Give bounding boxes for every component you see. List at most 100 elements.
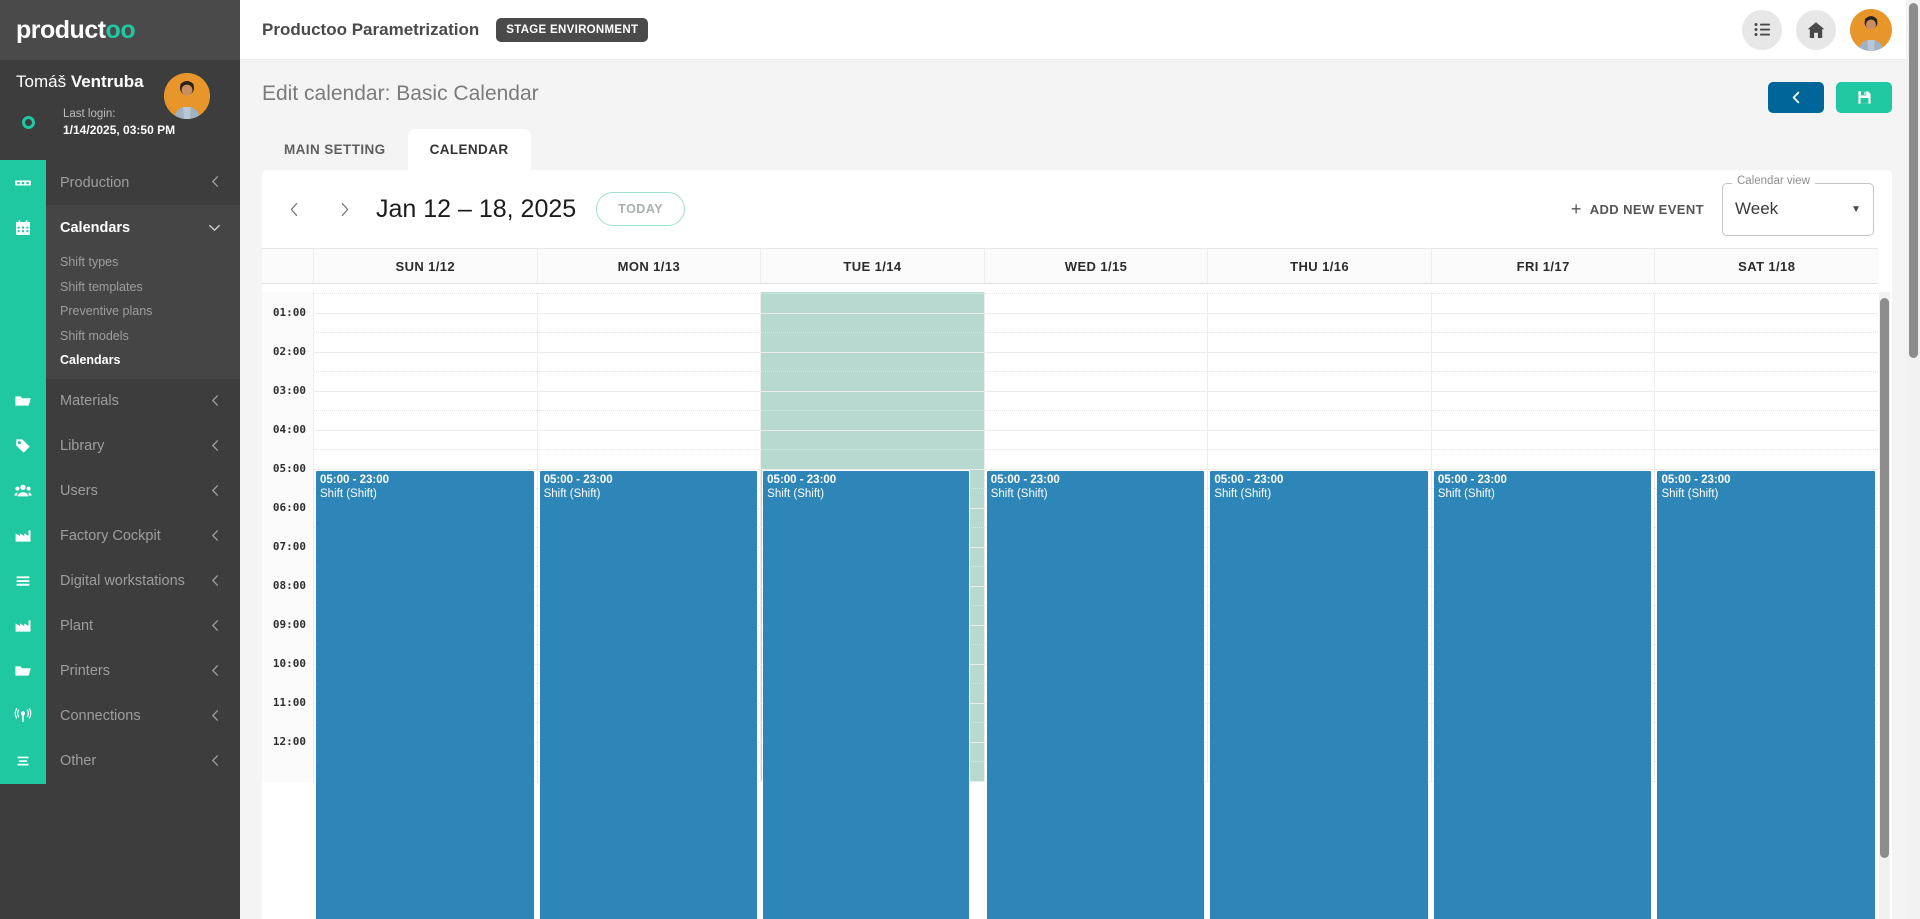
calendar-event[interactable]: 05:00 - 23:00 Shift (Shift) xyxy=(762,470,970,919)
calendar-scrollbar-thumb[interactable] xyxy=(1880,298,1889,858)
hour-cell[interactable] xyxy=(761,353,984,392)
hour-cell[interactable] xyxy=(1431,353,1655,392)
add-new-event-button[interactable]: + ADD NEW EVENT xyxy=(1571,200,1704,218)
sidebar-subitem-shift-types[interactable]: Shift types xyxy=(60,255,119,270)
calendar-icon[interactable] xyxy=(6,210,40,245)
calendar-event[interactable]: 05:00 - 23:00 Shift (Shift) xyxy=(1432,470,1653,919)
tag-icon[interactable] xyxy=(6,429,40,463)
day-header-tue[interactable]: TUE 1/14 xyxy=(761,249,985,283)
page-scrollbar-thumb[interactable] xyxy=(1909,3,1918,358)
hour-cell[interactable] xyxy=(761,314,984,353)
hour-cell[interactable] xyxy=(1655,314,1879,353)
day-header-sun[interactable]: SUN 1/12 xyxy=(314,249,538,283)
sidebar-subitem-shift-templates[interactable]: Shift templates xyxy=(60,279,143,294)
sidebar-subitem-preventive-plans[interactable]: Preventive plans xyxy=(60,304,153,319)
sidebar-subitem-shift-models[interactable]: Shift models xyxy=(60,328,129,343)
day-header-fri[interactable]: FRI 1/17 xyxy=(1432,249,1656,283)
hour-cell[interactable] xyxy=(761,431,984,470)
day-column-tue[interactable]: 05:00 - 23:00 Shift (Shift) xyxy=(761,284,985,919)
hour-cell[interactable] xyxy=(537,431,761,470)
back-button[interactable] xyxy=(1768,82,1824,113)
hour-cell[interactable] xyxy=(537,353,761,392)
hour-cell[interactable] xyxy=(1655,353,1879,392)
calendar-event[interactable]: 05:00 - 23:00 Shift (Shift) xyxy=(315,470,535,919)
day-column-fri[interactable]: 05:00 - 23:00 Shift (Shift) xyxy=(1431,284,1656,919)
hour-cell[interactable] xyxy=(1431,314,1655,353)
day-column-mon[interactable]: 05:00 - 23:00 Shift (Shift) xyxy=(537,284,762,919)
hour-cell[interactable] xyxy=(1431,431,1655,470)
sidebar-item-materials[interactable]: Materials xyxy=(46,379,240,424)
hour-cell[interactable] xyxy=(1655,392,1879,431)
sidebar-item-calendars[interactable]: Calendars xyxy=(46,205,240,250)
antenna-icon[interactable] xyxy=(6,699,40,733)
sidebar-item-other[interactable]: Other xyxy=(46,739,240,784)
sidebar-item-users[interactable]: Users xyxy=(46,469,240,514)
hour-cell[interactable] xyxy=(314,284,537,314)
calendar-event[interactable]: 05:00 - 23:00 Shift (Shift) xyxy=(538,470,759,919)
hour-cell[interactable] xyxy=(1208,431,1431,470)
app-logo[interactable]: productoo xyxy=(16,17,136,43)
sidebar-item-plant[interactable]: Plant xyxy=(46,604,240,649)
sidebar-subitem-calendars[interactable]: Calendars xyxy=(60,353,121,368)
sidebar-item-factory-cockpit[interactable]: Factory Cockpit xyxy=(46,514,240,559)
calendar-event[interactable]: 05:00 - 23:00 Shift (Shift) xyxy=(985,470,1206,919)
folder-icon[interactable] xyxy=(6,384,40,418)
next-week-button[interactable] xyxy=(326,191,362,227)
list-icon[interactable] xyxy=(6,564,40,598)
users-icon[interactable] xyxy=(6,474,40,508)
day-header-thu[interactable]: THU 1/16 xyxy=(1208,249,1432,283)
calendar-view-value-box[interactable]: Week ▼ xyxy=(1722,182,1874,236)
hour-cell[interactable] xyxy=(314,314,537,353)
day-column-sat[interactable]: 05:00 - 23:00 Shift (Shift) xyxy=(1655,284,1879,919)
avatar[interactable] xyxy=(164,73,210,119)
calendar-event[interactable]: 05:00 - 23:00 Shift (Shift) xyxy=(1656,470,1877,919)
calendar-scrollbar[interactable] xyxy=(1879,284,1890,919)
hour-cell[interactable] xyxy=(1208,392,1431,431)
prev-week-button[interactable] xyxy=(276,191,312,227)
page-scrollbar[interactable] xyxy=(1906,0,1920,919)
calendar-scroll-area[interactable]: 00:0001:00 02:00 03:00 04:00 05:00 06:00 07:00… xyxy=(262,284,1892,919)
sidebar-item-production[interactable]: Production xyxy=(46,160,240,205)
sidebar-item-connections[interactable]: Connections xyxy=(46,694,240,739)
avatar-top[interactable] xyxy=(1850,8,1892,51)
day-column-thu[interactable]: 05:00 - 23:00 Shift (Shift) xyxy=(1208,284,1432,919)
list-icon-button[interactable] xyxy=(1742,9,1782,50)
day-header-sat[interactable]: SAT 1/18 xyxy=(1738,258,1796,274)
hour-cell[interactable] xyxy=(984,431,1208,470)
hour-cell[interactable] xyxy=(537,284,761,314)
hour-cell[interactable] xyxy=(537,314,761,353)
save-button[interactable] xyxy=(1836,82,1892,113)
hour-cell[interactable] xyxy=(984,284,1208,314)
hour-cell[interactable] xyxy=(314,431,537,470)
factory-icon[interactable] xyxy=(6,609,40,643)
day-column-wed[interactable]: 05:00 - 23:00 Shift (Shift) xyxy=(984,284,1209,919)
calendar-event[interactable]: 05:00 - 23:00 Shift (Shift) xyxy=(1209,470,1429,919)
factory-icon[interactable] xyxy=(6,519,40,553)
today-button[interactable]: TODAY xyxy=(596,192,686,226)
tab-calendar[interactable]: CALENDAR xyxy=(407,129,531,170)
day-header-wed[interactable]: WED 1/15 xyxy=(985,249,1209,283)
hour-cell[interactable] xyxy=(1208,353,1431,392)
sidebar-item-library[interactable]: Library xyxy=(46,424,240,469)
hour-cell[interactable] xyxy=(984,353,1208,392)
sidebar-item-digital-workstations[interactable]: Digital workstations xyxy=(46,559,240,604)
day-column-sun[interactable]: 05:00 - 23:00 Shift (Shift) xyxy=(314,284,538,919)
hour-cell[interactable] xyxy=(1208,314,1431,353)
hour-cell[interactable] xyxy=(1431,392,1655,431)
hour-cell[interactable] xyxy=(1655,284,1879,314)
home-icon-button[interactable] xyxy=(1796,9,1836,50)
calendar-view-select[interactable]: Calendar view Week ▼ xyxy=(1722,174,1874,236)
hour-cell[interactable] xyxy=(1208,284,1431,314)
sidebar-item-printers[interactable]: Printers xyxy=(46,649,240,694)
hour-cell[interactable] xyxy=(984,392,1208,431)
day-header-mon[interactable]: MON 1/13 xyxy=(538,249,762,283)
hour-cell[interactable] xyxy=(1655,431,1879,470)
tab-main-setting[interactable]: MAIN SETTING xyxy=(284,142,386,157)
hour-cell[interactable] xyxy=(761,392,984,431)
hour-cell[interactable] xyxy=(1431,284,1655,314)
hour-cell[interactable] xyxy=(761,284,984,314)
conveyor-icon[interactable] xyxy=(6,165,40,200)
hour-cell[interactable] xyxy=(314,392,537,431)
hour-cell[interactable] xyxy=(984,314,1208,353)
hour-cell[interactable] xyxy=(314,353,537,392)
